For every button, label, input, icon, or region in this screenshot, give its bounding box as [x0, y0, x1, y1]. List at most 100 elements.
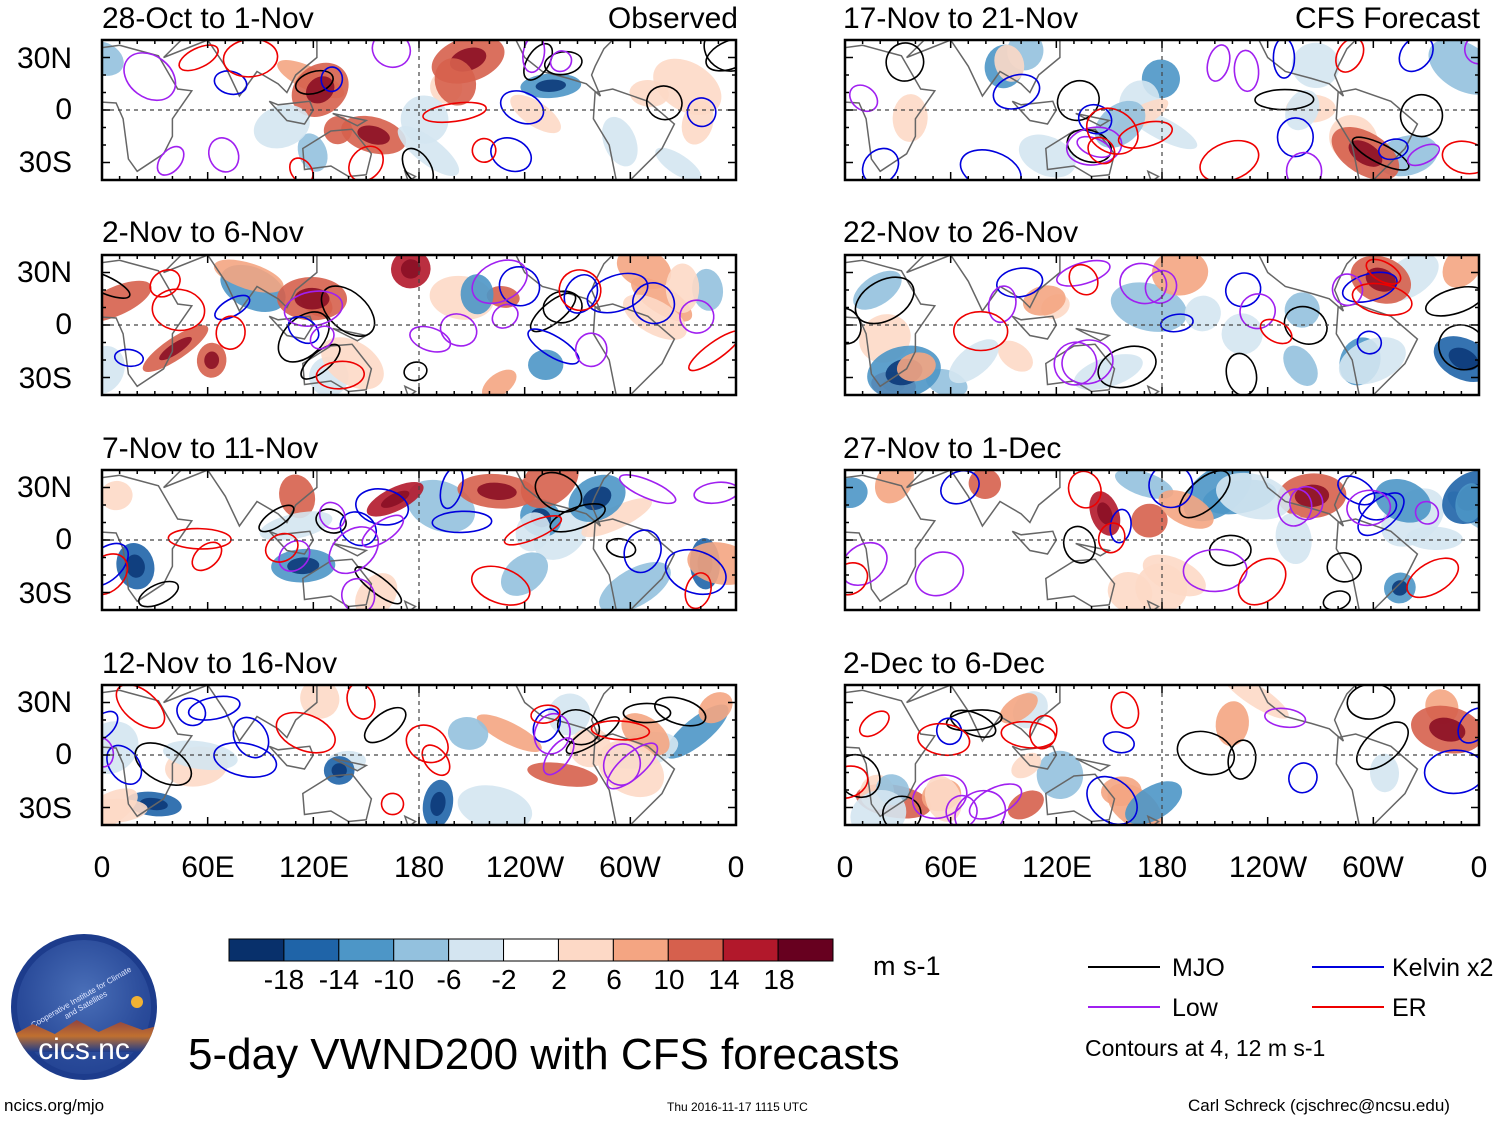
coastline: [163, 40, 318, 98]
contour-mjo: [1399, 93, 1444, 138]
field-layer: [102, 685, 736, 825]
lon-tick-label: 60W: [599, 851, 661, 884]
field-anomaly: [259, 511, 333, 541]
contour-er: [421, 744, 451, 777]
contour-er: [1000, 720, 1057, 749]
colorbar-swatch: [338, 938, 395, 962]
contour-kelvin-x2: [861, 147, 900, 180]
contour-kelvin-x2: [499, 90, 545, 125]
contour-er: [688, 329, 736, 372]
site-link[interactable]: ncics.org/mjo: [4, 1096, 105, 1115]
lat-tick-label: 30N: [16, 256, 72, 289]
contour-kelvin-x2: [339, 511, 378, 547]
contour-low: [1233, 49, 1260, 93]
contour-low: [1065, 126, 1123, 166]
map-panel: [100, 468, 738, 612]
coastline: [332, 112, 369, 127]
field-layer: [845, 685, 1479, 825]
contour-er: [1365, 258, 1402, 285]
contour-kelvin-x2: [940, 470, 980, 505]
lon-tick-label: 60W: [1342, 851, 1404, 884]
contour-mjo: [543, 50, 583, 76]
contour-mjo: [605, 537, 637, 559]
lat-tick-label: 0: [55, 308, 72, 341]
contour-mjo: [534, 471, 583, 513]
coastline: [302, 558, 373, 608]
contour-mjo: [1178, 470, 1231, 519]
field-anomaly: [622, 294, 687, 340]
panel-title: 17-Nov to 21-Nov: [843, 2, 1079, 35]
contour-low: [522, 40, 546, 74]
map-panel: [100, 38, 738, 182]
field-anomaly: [698, 692, 733, 724]
contour-er: [115, 685, 166, 729]
field-anomaly: [1131, 503, 1168, 538]
contour-mjo: [1326, 552, 1362, 583]
contour-er: [1067, 470, 1102, 509]
contour-kelvin-x2: [1398, 40, 1434, 73]
field-anomaly: [500, 552, 549, 596]
coastline: [906, 255, 1061, 313]
legend-label-er: ER: [1392, 994, 1427, 1022]
contour-kelvin-x2: [213, 70, 248, 96]
contour-kelvin-x2: [1356, 330, 1383, 355]
contour-low: [1289, 485, 1324, 521]
contour-er: [348, 145, 384, 180]
contour-er: [215, 315, 246, 350]
field-anomaly: [297, 133, 328, 172]
coastline: [515, 255, 614, 312]
contour-low: [1239, 293, 1276, 330]
colorbar-swatch: [503, 938, 559, 962]
contour-er: [315, 360, 366, 390]
contour-er: [151, 288, 206, 332]
map-panel: [843, 38, 1481, 182]
contour-kelvin-x2: [320, 66, 344, 93]
contour-kelvin-x2: [498, 266, 541, 307]
field-anomaly-core: [159, 336, 192, 361]
field-anomaly-core: [357, 125, 390, 145]
colorbar-swatch: [557, 938, 614, 962]
lon-tick-label: 180: [1136, 851, 1188, 884]
coastline: [592, 518, 676, 610]
lat-tick-label: 30N: [16, 42, 72, 75]
logo-sun-icon: [131, 996, 143, 1008]
contour-mjo: [845, 753, 881, 799]
contour-kelvin-x2: [214, 294, 251, 321]
colorbar-tick-label: -6: [436, 964, 462, 995]
colorbar-tick-label: 10: [653, 964, 685, 995]
panel-title: 7-Nov to 11-Nov: [102, 432, 319, 465]
field-anomaly: [1406, 526, 1463, 550]
panel-tag: CFS Forecast: [1294, 2, 1480, 35]
coastline: [592, 88, 676, 180]
field-anomaly: [999, 693, 1038, 724]
field-anomaly: [1125, 781, 1183, 825]
contour-er: [1259, 318, 1293, 345]
coastline: [332, 757, 369, 772]
colorbar-tick-label: -14: [318, 964, 360, 995]
contour-er: [845, 561, 869, 596]
contour-low: [309, 325, 335, 350]
coastline: [102, 474, 194, 603]
contour-mjo: [363, 706, 407, 744]
field-anomaly: [653, 58, 722, 116]
contour-er: [558, 269, 602, 312]
colorbar-swatch: [777, 938, 834, 962]
field-anomaly-core: [125, 554, 145, 578]
contour-mjo: [1351, 136, 1410, 171]
contour-er: [102, 553, 129, 596]
contour-kelvin-x2: [1102, 731, 1135, 754]
contour-er: [422, 101, 487, 124]
field-anomaly: [1158, 490, 1214, 529]
coastline: [1075, 327, 1112, 342]
field-anomaly: [1018, 134, 1076, 178]
contour-er: [471, 137, 497, 163]
field-anomaly: [515, 512, 551, 552]
contour-mjo: [1254, 88, 1315, 111]
panel-title: 22-Nov to 26-Nov: [843, 216, 1079, 249]
contour-kelvin-x2: [1086, 775, 1138, 825]
contour-mjo: [258, 504, 295, 533]
field-anomaly: [1142, 554, 1206, 597]
contour-low: [693, 481, 736, 505]
contour-er: [149, 268, 181, 298]
field-anomaly: [997, 340, 1033, 372]
